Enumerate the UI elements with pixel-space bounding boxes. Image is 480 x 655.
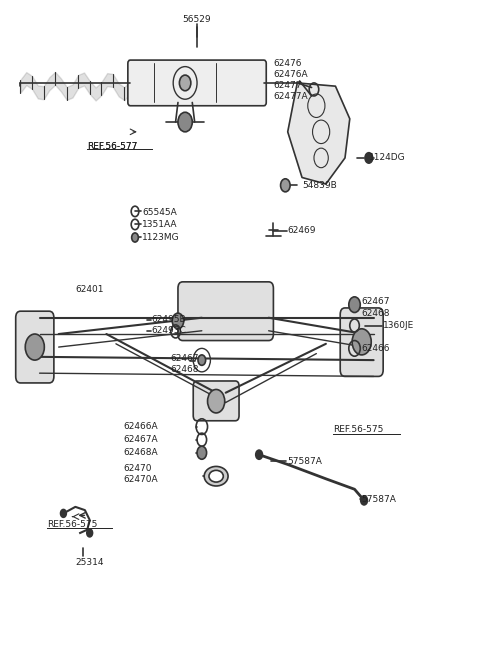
Text: 62466: 62466 bbox=[362, 344, 390, 353]
Circle shape bbox=[172, 313, 184, 329]
Circle shape bbox=[256, 450, 263, 459]
Circle shape bbox=[25, 334, 44, 360]
Text: 1351AA: 1351AA bbox=[142, 220, 178, 229]
Circle shape bbox=[207, 390, 225, 413]
Circle shape bbox=[198, 355, 205, 365]
Circle shape bbox=[132, 233, 138, 242]
Text: 62467: 62467 bbox=[362, 297, 390, 306]
Circle shape bbox=[180, 75, 191, 91]
Circle shape bbox=[87, 529, 93, 537]
Ellipse shape bbox=[204, 466, 228, 486]
Text: 54839B: 54839B bbox=[302, 181, 337, 190]
Text: 62468: 62468 bbox=[362, 309, 390, 318]
Text: 62493C: 62493C bbox=[152, 326, 186, 335]
Text: 56529: 56529 bbox=[183, 15, 211, 24]
FancyBboxPatch shape bbox=[178, 282, 274, 341]
Circle shape bbox=[365, 153, 372, 163]
Text: REF.56-575: REF.56-575 bbox=[47, 520, 97, 529]
Text: 62470A: 62470A bbox=[123, 475, 158, 484]
Text: 62468: 62468 bbox=[171, 365, 199, 375]
Text: 62401: 62401 bbox=[75, 285, 104, 294]
Text: 62468A: 62468A bbox=[123, 448, 158, 457]
Text: 1124DG: 1124DG bbox=[369, 153, 406, 162]
Text: 57587A: 57587A bbox=[362, 495, 396, 504]
Circle shape bbox=[281, 179, 290, 192]
Text: 62470: 62470 bbox=[123, 464, 152, 473]
Text: 65545A: 65545A bbox=[142, 208, 177, 217]
Circle shape bbox=[60, 510, 66, 517]
Text: 62467A: 62467A bbox=[123, 435, 158, 444]
Text: REF.56-575: REF.56-575 bbox=[333, 425, 384, 434]
Text: 1360JE: 1360JE bbox=[383, 321, 414, 330]
Text: 1123MG: 1123MG bbox=[142, 233, 180, 242]
FancyBboxPatch shape bbox=[340, 308, 383, 377]
Circle shape bbox=[178, 112, 192, 132]
Circle shape bbox=[361, 496, 367, 505]
Ellipse shape bbox=[209, 470, 223, 482]
Circle shape bbox=[352, 329, 371, 355]
Circle shape bbox=[197, 446, 206, 459]
Text: 62495B: 62495B bbox=[152, 314, 186, 324]
Polygon shape bbox=[288, 83, 350, 184]
FancyBboxPatch shape bbox=[16, 311, 54, 383]
Circle shape bbox=[349, 297, 360, 312]
Text: REF.56-577: REF.56-577 bbox=[87, 141, 138, 151]
Text: 62469: 62469 bbox=[288, 227, 316, 235]
Text: 62476
62476A
62477
62477A: 62476 62476A 62477 62477A bbox=[274, 58, 308, 101]
Text: 62467: 62467 bbox=[171, 354, 199, 364]
Text: 62466A: 62466A bbox=[123, 422, 158, 431]
Text: 25314: 25314 bbox=[75, 558, 104, 567]
FancyBboxPatch shape bbox=[193, 381, 239, 421]
Text: 57587A: 57587A bbox=[288, 457, 323, 466]
Text: REF.56-577: REF.56-577 bbox=[87, 141, 138, 151]
FancyBboxPatch shape bbox=[128, 60, 266, 105]
